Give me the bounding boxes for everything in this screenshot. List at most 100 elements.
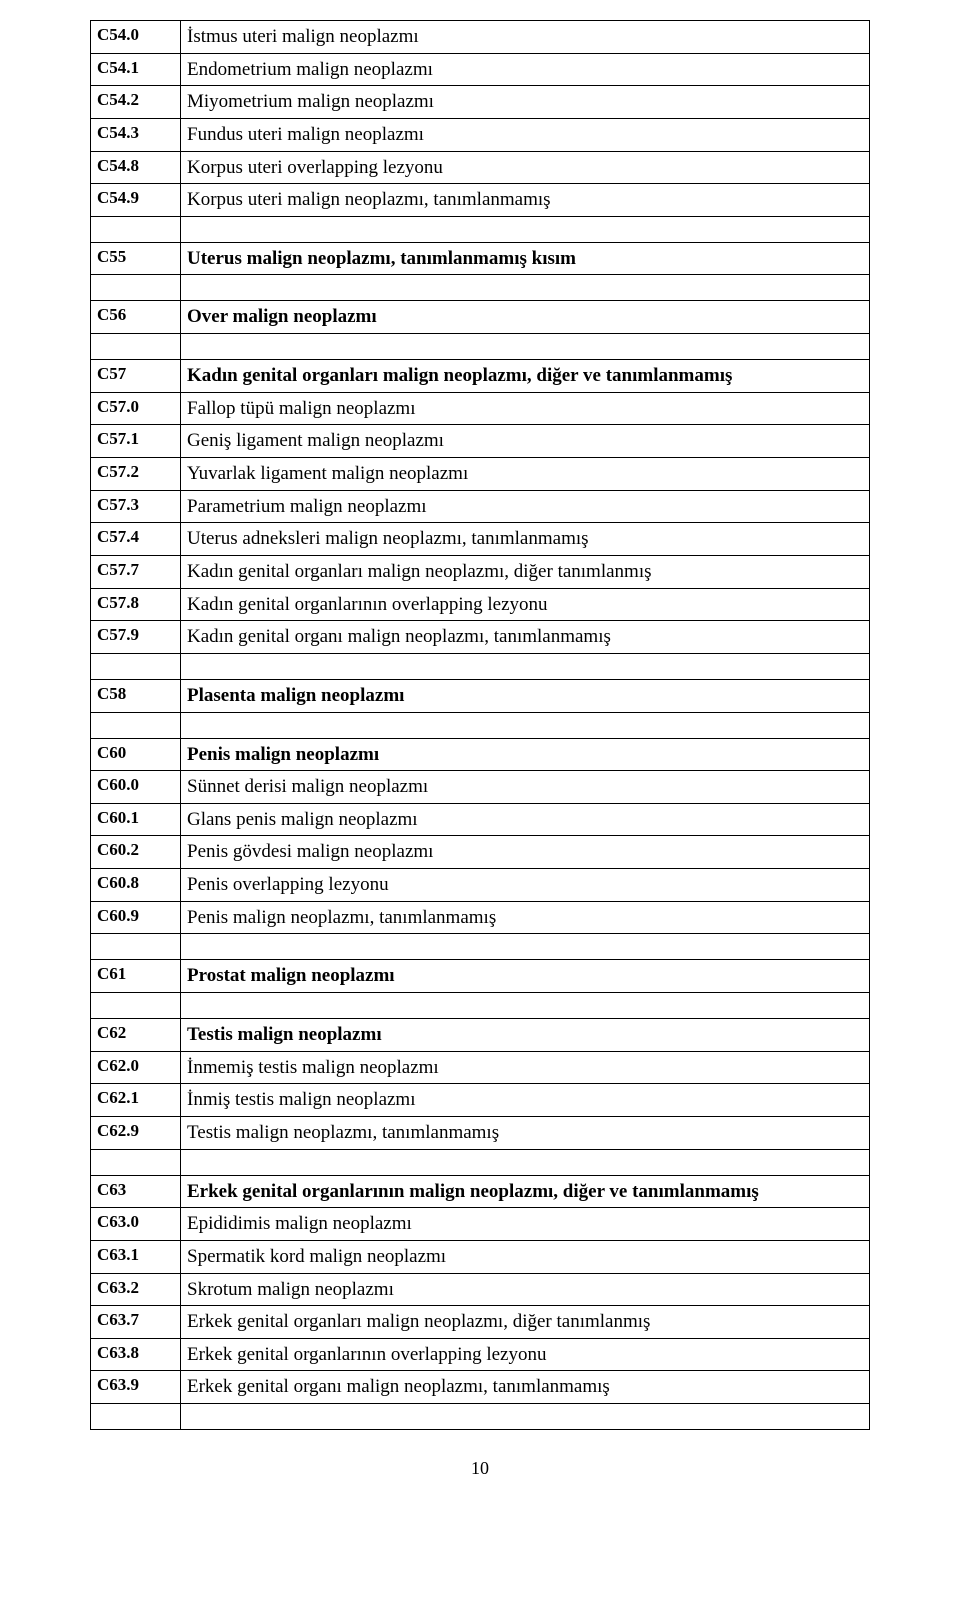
- code-cell: C60: [91, 738, 181, 771]
- spacer-desc-cell: [181, 934, 870, 960]
- description-cell: Testis malign neoplazmı: [181, 1019, 870, 1052]
- table-row: C57.9Kadın genital organı malign neoplaz…: [91, 621, 870, 654]
- code-cell: C57.9: [91, 621, 181, 654]
- description-cell: Fallop tüpü malign neoplazmı: [181, 392, 870, 425]
- spacer-desc-cell: [181, 1149, 870, 1175]
- table-row: C54.9Korpus uteri malign neoplazmı, tanı…: [91, 184, 870, 217]
- table-row: [91, 712, 870, 738]
- spacer-code-cell: [91, 334, 181, 360]
- code-cell: C54.8: [91, 151, 181, 184]
- table-row: [91, 1149, 870, 1175]
- description-cell: Fundus uteri malign neoplazmı: [181, 118, 870, 151]
- spacer-code-cell: [91, 1404, 181, 1430]
- spacer-desc-cell: [181, 712, 870, 738]
- table-row: C57.3Parametrium malign neoplazmı: [91, 490, 870, 523]
- description-cell: Erkek genital organları malign neoplazmı…: [181, 1306, 870, 1339]
- spacer-desc-cell: [181, 216, 870, 242]
- table-row: [91, 934, 870, 960]
- code-table: C54.0İstmus uteri malign neoplazmıC54.1E…: [90, 20, 870, 1430]
- table-row: C60.0Sünnet derisi malign neoplazmı: [91, 771, 870, 804]
- table-row: [91, 653, 870, 679]
- spacer-code-cell: [91, 1149, 181, 1175]
- description-cell: Spermatik kord malign neoplazmı: [181, 1240, 870, 1273]
- code-cell: C57.7: [91, 555, 181, 588]
- code-cell: C63: [91, 1175, 181, 1208]
- spacer-code-cell: [91, 216, 181, 242]
- code-cell: C63.8: [91, 1338, 181, 1371]
- description-cell: İstmus uteri malign neoplazmı: [181, 21, 870, 54]
- code-cell: C58: [91, 679, 181, 712]
- table-row: C55Uterus malign neoplazmı, tanımlanmamı…: [91, 242, 870, 275]
- table-row: [91, 275, 870, 301]
- table-row: C57.7Kadın genital organları malign neop…: [91, 555, 870, 588]
- description-cell: Penis malign neoplazmı, tanımlanmamış: [181, 901, 870, 934]
- table-row: C63Erkek genital organlarının malign neo…: [91, 1175, 870, 1208]
- description-cell: Geniş ligament malign neoplazmı: [181, 425, 870, 458]
- code-cell: C57.8: [91, 588, 181, 621]
- description-cell: Penis overlapping lezyonu: [181, 869, 870, 902]
- table-row: C57.8Kadın genital organlarının overlapp…: [91, 588, 870, 621]
- table-row: C54.8Korpus uteri overlapping lezyonu: [91, 151, 870, 184]
- table-row: C63.0Epididimis malign neoplazmı: [91, 1208, 870, 1241]
- description-cell: Korpus uteri overlapping lezyonu: [181, 151, 870, 184]
- code-cell: C62.1: [91, 1084, 181, 1117]
- spacer-code-cell: [91, 934, 181, 960]
- code-cell: C54.2: [91, 86, 181, 119]
- table-row: C56Over malign neoplazmı: [91, 301, 870, 334]
- spacer-desc-cell: [181, 993, 870, 1019]
- table-row: C63.2Skrotum malign neoplazmı: [91, 1273, 870, 1306]
- table-row: C60.8Penis overlapping lezyonu: [91, 869, 870, 902]
- code-cell: C56: [91, 301, 181, 334]
- spacer-code-cell: [91, 993, 181, 1019]
- spacer-desc-cell: [181, 275, 870, 301]
- code-cell: C63.2: [91, 1273, 181, 1306]
- description-cell: İnmiş testis malign neoplazmı: [181, 1084, 870, 1117]
- code-cell: C54.3: [91, 118, 181, 151]
- description-cell: Prostat malign neoplazmı: [181, 960, 870, 993]
- code-cell: C63.9: [91, 1371, 181, 1404]
- description-cell: Yuvarlak ligament malign neoplazmı: [181, 458, 870, 491]
- code-cell: C63.0: [91, 1208, 181, 1241]
- table-row: C58Plasenta malign neoplazmı: [91, 679, 870, 712]
- table-row: C54.0İstmus uteri malign neoplazmı: [91, 21, 870, 54]
- code-cell: C57: [91, 360, 181, 393]
- table-row: C60Penis malign neoplazmı: [91, 738, 870, 771]
- table-row: C54.2Miyometrium malign neoplazmı: [91, 86, 870, 119]
- table-row: C57.4Uterus adneksleri malign neoplazmı,…: [91, 523, 870, 556]
- description-cell: Glans penis malign neoplazmı: [181, 803, 870, 836]
- description-cell: Skrotum malign neoplazmı: [181, 1273, 870, 1306]
- table-row: C63.8Erkek genital organlarının overlapp…: [91, 1338, 870, 1371]
- table-row: C57.1Geniş ligament malign neoplazmı: [91, 425, 870, 458]
- code-cell: C57.4: [91, 523, 181, 556]
- table-row: [91, 216, 870, 242]
- table-row: C54.1Endometrium malign neoplazmı: [91, 53, 870, 86]
- code-cell: C60.8: [91, 869, 181, 902]
- code-cell: C61: [91, 960, 181, 993]
- description-cell: Testis malign neoplazmı, tanımlanmamış: [181, 1116, 870, 1149]
- code-cell: C54.9: [91, 184, 181, 217]
- description-cell: Endometrium malign neoplazmı: [181, 53, 870, 86]
- code-cell: C62: [91, 1019, 181, 1052]
- table-row: C61Prostat malign neoplazmı: [91, 960, 870, 993]
- table-row: C57.0Fallop tüpü malign neoplazmı: [91, 392, 870, 425]
- code-cell: C63.7: [91, 1306, 181, 1339]
- spacer-code-cell: [91, 275, 181, 301]
- description-cell: Miyometrium malign neoplazmı: [181, 86, 870, 119]
- table-row: C60.2Penis gövdesi malign neoplazmı: [91, 836, 870, 869]
- code-cell: C57.1: [91, 425, 181, 458]
- table-row: C57Kadın genital organları malign neopla…: [91, 360, 870, 393]
- code-cell: C60.9: [91, 901, 181, 934]
- description-cell: Erkek genital organı malign neoplazmı, t…: [181, 1371, 870, 1404]
- code-cell: C54.1: [91, 53, 181, 86]
- table-row: C62Testis malign neoplazmı: [91, 1019, 870, 1052]
- description-cell: Parametrium malign neoplazmı: [181, 490, 870, 523]
- spacer-code-cell: [91, 712, 181, 738]
- spacer-desc-cell: [181, 1404, 870, 1430]
- spacer-desc-cell: [181, 334, 870, 360]
- description-cell: Erkek genital organlarının overlapping l…: [181, 1338, 870, 1371]
- description-cell: Epididimis malign neoplazmı: [181, 1208, 870, 1241]
- table-row: C63.9Erkek genital organı malign neoplaz…: [91, 1371, 870, 1404]
- table-row: C63.7Erkek genital organları malign neop…: [91, 1306, 870, 1339]
- table-row: [91, 334, 870, 360]
- table-row: C60.9Penis malign neoplazmı, tanımlanmam…: [91, 901, 870, 934]
